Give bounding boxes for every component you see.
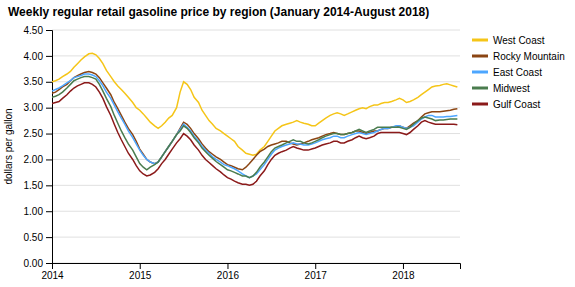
- grid-line: [52, 55, 460, 56]
- series-line: [52, 77, 457, 178]
- y-tick-mark: [46, 211, 52, 212]
- x-tick: 2018: [392, 263, 415, 281]
- x-tick-label: 2015: [129, 270, 152, 281]
- legend-item: Gulf Coast: [472, 99, 540, 110]
- x-tick-label: 2016: [217, 270, 240, 281]
- y-tick-label: 1.50: [24, 180, 44, 191]
- y-tick-mark: [46, 185, 52, 186]
- x-tick: 2016: [217, 263, 240, 281]
- legend-item: West Coast: [472, 35, 545, 46]
- y-tick-mark: [46, 134, 52, 135]
- legend-swatch: [472, 39, 488, 42]
- x-tick-mark: [403, 263, 404, 269]
- plot-area: 2014 2015 2016 2017 2018 0.00 0.50 1.00 1.50 2.00…: [24, 25, 461, 281]
- x-tick-label: 2018: [392, 270, 415, 281]
- y-tick: 1.50: [24, 180, 52, 191]
- y-tick-label: 4.00: [24, 51, 44, 62]
- y-tick-label: 2.50: [24, 128, 44, 139]
- y-tick-mark: [46, 30, 52, 31]
- y-tick-label: 3.00: [24, 102, 44, 113]
- y-tick-mark: [46, 56, 52, 57]
- grid-line: [52, 211, 460, 212]
- legend-swatch: [472, 71, 488, 74]
- series-line: [52, 83, 457, 186]
- y-tick: 1.00: [24, 206, 52, 217]
- y-tick-label: 0.50: [24, 232, 44, 243]
- y-axis-title: dollars per gallon: [3, 108, 14, 184]
- y-axis: 0.00 0.50 1.00 1.50 2.00 2.50 3.00 3.50 4.00 4.50: [24, 25, 53, 269]
- y-tick-label: 2.00: [24, 154, 44, 165]
- x-axis-line: [53, 264, 461, 270]
- y-tick-label: 3.50: [24, 76, 44, 87]
- legend-item: East Coast: [472, 67, 542, 78]
- y-tick: 4.50: [24, 25, 52, 36]
- chart: 2014 2015 2016 2017 2018 0.00 0.50 1.00 1.50 2.00…: [0, 0, 575, 287]
- y-tick-label: 4.50: [24, 25, 44, 36]
- y-tick: 2.00: [24, 154, 52, 165]
- y-tick-label: 1.00: [24, 206, 44, 217]
- y-tick: 2.50: [24, 128, 52, 139]
- y-tick: 3.00: [24, 102, 52, 113]
- legend-swatch: [472, 87, 488, 90]
- grid-line: [52, 237, 460, 238]
- y-tick-mark: [46, 82, 52, 83]
- x-tick: 2017: [305, 263, 328, 281]
- grid-line: [52, 107, 460, 108]
- grid-line: [52, 30, 460, 31]
- legend-label: West Coast: [493, 35, 545, 46]
- legend-label: Midwest: [493, 83, 530, 94]
- legend-label: Rocky Mountain: [493, 51, 565, 62]
- x-tick: 2014: [41, 263, 64, 281]
- legend-label: Gulf Coast: [493, 99, 540, 110]
- x-tick: 2015: [129, 263, 152, 281]
- x-tick-label: 2014: [41, 270, 64, 281]
- legend-swatch: [472, 103, 488, 106]
- legend-label: East Coast: [493, 67, 542, 78]
- x-tick-mark: [315, 263, 316, 269]
- x-tick-mark: [140, 263, 141, 269]
- grid-line: [52, 159, 460, 160]
- legend: West Coast Rocky Mountain East Coast Midwes…: [472, 35, 565, 110]
- x-tick-mark: [227, 263, 228, 269]
- x-axis: 2014 2015 2016 2017 2018: [41, 263, 460, 281]
- y-tick-label: 0.00: [24, 258, 44, 269]
- legend-item: Midwest: [472, 83, 530, 94]
- lines: [52, 53, 457, 185]
- y-tick-mark: [46, 159, 52, 160]
- y-tick: 0.00: [24, 258, 52, 269]
- y-tick-mark: [46, 108, 52, 109]
- series-line: [52, 53, 457, 155]
- legend-swatch: [472, 55, 488, 58]
- y-tick-mark: [46, 237, 52, 238]
- x-tick-label: 2017: [305, 270, 328, 281]
- grid-line: [52, 185, 460, 186]
- y-tick: 4.00: [24, 51, 52, 62]
- y-tick: 3.50: [24, 76, 52, 87]
- legend-item: Rocky Mountain: [472, 51, 565, 62]
- grid: [52, 30, 460, 263]
- y-axis-line: [46, 31, 53, 264]
- y-tick-mark: [46, 263, 52, 264]
- series-line: [52, 74, 457, 178]
- title: Weekly regular retail gasoline price by …: [8, 5, 429, 19]
- y-tick: 0.50: [24, 232, 52, 243]
